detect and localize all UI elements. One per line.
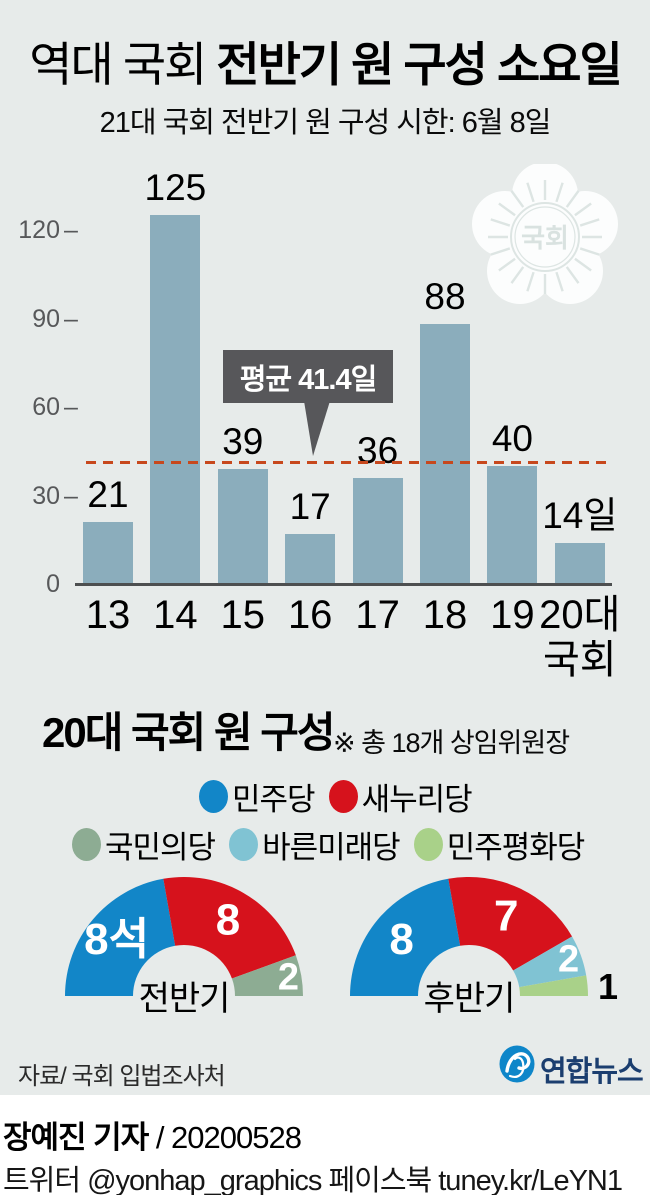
y-tick-mark-90: – [64, 304, 78, 333]
donut-slice-국민의당 [231, 955, 303, 996]
page-title-bold: 전반기 원 구성 소요일 [216, 38, 622, 91]
donut-slice-새누리당 [163, 877, 296, 979]
legend-item-민주평화당: 민주평화당 [413, 822, 586, 867]
y-tick-label-120: 120 [18, 216, 60, 244]
legend-item-민주당: 민주당 [199, 774, 316, 819]
credit-line: 장예진 기자 / 20200528 [3, 1112, 302, 1157]
donut-slice-value: 2 [558, 939, 579, 981]
legend-dot-icon [413, 828, 443, 861]
legend-row-2: 국민의당 바른미래당 민주평화당 [72, 822, 586, 867]
bar-value-label: 39 [222, 420, 264, 462]
y-tick-mark-60: – [64, 393, 78, 421]
yonhap-logo-icon [499, 1045, 535, 1083]
donut-first-half: 8석 82 [65, 877, 303, 999]
donut-slice-민주평화당 [519, 975, 588, 996]
reporter-name: 장예진 기자 [3, 1120, 149, 1155]
bar-value-label: 36 [357, 429, 399, 471]
legend-dot-icon [199, 780, 228, 813]
donut-second-half-label: 후반기 [423, 980, 516, 1018]
section2-note: ※ 총 18개 상임위원장 [333, 728, 570, 758]
x-axis-line [75, 583, 612, 586]
y-tick-label-60: 60 [32, 393, 60, 421]
social-links: 트위터 @yonhap_graphics 페이스북 tuney.kr/LeYN1 [3, 1165, 623, 1195]
y-tick-mark-120: – [64, 216, 78, 244]
bar-13 [83, 522, 133, 584]
page-title: 역대 국회 전반기 원 구성 소요일 [0, 26, 650, 95]
x-axis-label: 20대 국회 [539, 593, 621, 682]
legend-row-1: 민주당 새누리당 [199, 774, 473, 819]
legend-item-바른미래당: 바른미래당 [229, 822, 401, 867]
seal-text: 국회 [521, 223, 569, 253]
x-axis-label: 13 [85, 593, 131, 637]
page-title-light: 역대 국회 [29, 38, 217, 91]
donut-slice-value: 8 [216, 895, 240, 944]
donut-slice-value: 8 [389, 915, 413, 964]
bar-value-label: 14일 [542, 494, 618, 536]
x-axis-label: 16 [287, 593, 333, 637]
y-tick-label-30: 30 [32, 481, 60, 510]
legend-dot-icon [72, 828, 101, 861]
bar-15 [217, 468, 268, 584]
donut-second-half: 8 72 [350, 877, 588, 996]
x-axis-label: 14 [153, 593, 198, 637]
page-subtitle: 21대 국회 전반기 원 구성 시한: 6월 8일 [99, 107, 552, 139]
bar-chart: 0 30–60–90–120–21 13 125 14 39 15 17 16 36 17 88 18 4… [0, 160, 650, 700]
bar-16 [285, 533, 336, 584]
bar-19 [487, 466, 538, 584]
bar-20대 [554, 542, 605, 584]
legend-dot-icon [229, 828, 259, 861]
legend-item-국민의당: 국민의당 [72, 822, 216, 867]
x-axis-label: 18 [422, 593, 468, 637]
donut-slice-민주당 [350, 878, 461, 996]
average-dashed-line [86, 460, 607, 464]
bar-14 [150, 215, 201, 584]
bar-value-label: 21 [87, 474, 129, 516]
section2-title: 20대 국회 원 구성 [42, 709, 336, 756]
average-callout: 평균 41.4일 [223, 350, 393, 403]
source-note: 자료/ 국회 입법조사처 [18, 1063, 226, 1090]
legend-label: 국민의당 [105, 830, 216, 865]
x-axis-label: 17 [355, 593, 400, 637]
donut-slice-value: 2 [278, 957, 299, 999]
donut-slice-바른미래당 [513, 936, 587, 988]
national-assembly-seal-watermark: 국회 [472, 164, 618, 304]
legend-label: 바른미래당 [262, 830, 401, 865]
average-callout-pointer [304, 401, 330, 456]
donut-slice-value: 7 [494, 892, 518, 941]
y-tick-label-90: 90 [32, 304, 60, 333]
bar-17 [352, 477, 403, 584]
legend-item-새누리당: 새누리당 [328, 774, 473, 819]
bar-value-label: 17 [289, 485, 331, 527]
legend-dot-icon [328, 780, 358, 813]
credit-date: / 20200528 [148, 1120, 302, 1155]
legend-label: 새누리당 [361, 782, 473, 817]
bar-18 [420, 324, 470, 584]
y-tick-mark-30: – [64, 481, 78, 510]
y-tick-label-0: 0 [46, 570, 60, 598]
average-callout-label: 평균 41.4일 [239, 363, 378, 396]
brand-name: 연합뉴스 [540, 1056, 644, 1088]
bar-value-label: 40 [491, 418, 533, 459]
legend-label: 민주평화당 [446, 830, 586, 865]
donut-slice-새누리당 [448, 877, 573, 971]
bar-value-label: 88 [424, 276, 466, 318]
donut-first-half-label: 전반기 [138, 980, 231, 1018]
legend-label: 민주당 [232, 782, 316, 817]
x-axis-label: 19 [490, 593, 535, 637]
donut-outside-slice-label: 1 [597, 966, 619, 1007]
donut-slice-민주당 [65, 878, 176, 996]
bar-value-label: 125 [144, 167, 207, 209]
x-axis-label: 15 [220, 593, 266, 637]
donut-slice-value: 8석 [84, 915, 149, 964]
